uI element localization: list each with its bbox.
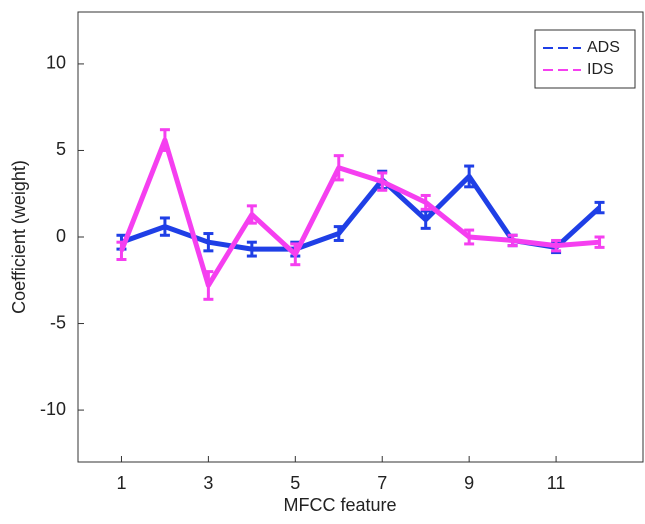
series-line bbox=[119, 137, 600, 288]
error-bar bbox=[594, 200, 605, 215]
error-bar bbox=[333, 225, 344, 242]
y-tick-label: 5 bbox=[56, 139, 66, 159]
error-bar bbox=[290, 242, 301, 267]
y-tick-label: -5 bbox=[50, 312, 66, 332]
error-bar bbox=[203, 270, 214, 301]
legend-label: ADS bbox=[587, 39, 620, 56]
y-tick-label: -10 bbox=[40, 399, 66, 419]
error-bar bbox=[551, 238, 562, 253]
error-bar bbox=[159, 128, 170, 152]
error-bar bbox=[594, 235, 605, 249]
x-axis-label: MFCC feature bbox=[283, 495, 396, 515]
x-tick-label: 9 bbox=[464, 473, 474, 493]
error-bar bbox=[246, 240, 257, 258]
y-tick-label: 10 bbox=[46, 53, 66, 73]
error-bar bbox=[464, 228, 475, 246]
error-bar bbox=[116, 240, 127, 261]
x-tick-label: 5 bbox=[290, 473, 300, 493]
error-bar bbox=[246, 204, 257, 225]
x-tick-label: 1 bbox=[116, 473, 126, 493]
x-tick-label: 7 bbox=[377, 473, 387, 493]
error-bar bbox=[333, 154, 344, 182]
legend-label: IDS bbox=[587, 61, 614, 78]
error-bar bbox=[420, 209, 431, 230]
legend-box bbox=[534, 29, 636, 89]
error-bar bbox=[203, 232, 214, 253]
error-bar bbox=[464, 164, 475, 189]
error-bar bbox=[377, 171, 388, 192]
y-axis-label: Coefficient (weight) bbox=[9, 160, 29, 314]
y-tick-label: 0 bbox=[56, 226, 66, 246]
error-bar bbox=[159, 216, 170, 237]
error-bar bbox=[420, 193, 431, 211]
x-tick-label: 3 bbox=[203, 473, 213, 493]
error-bar bbox=[507, 233, 518, 248]
x-tick-label: 11 bbox=[547, 473, 566, 493]
